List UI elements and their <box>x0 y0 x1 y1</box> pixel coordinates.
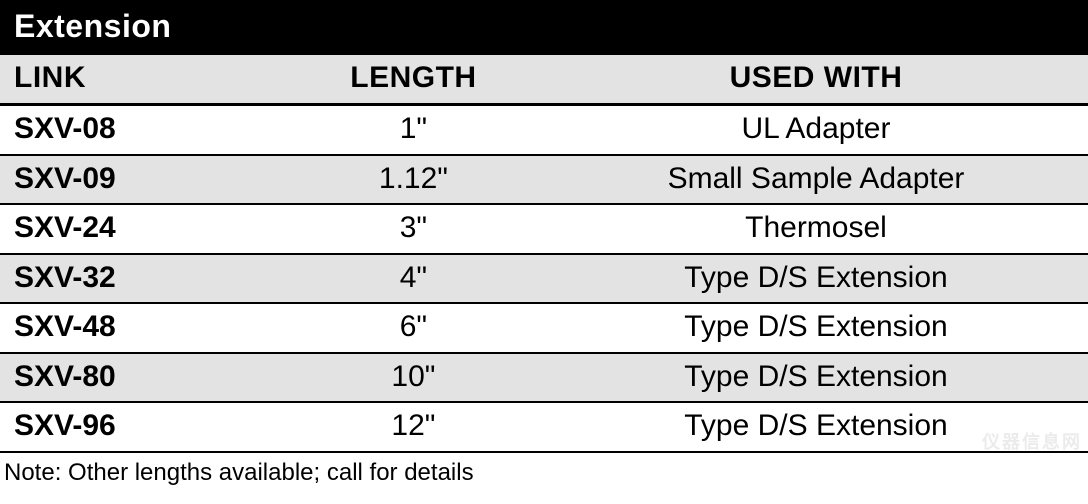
col-header-used-with: USED WITH <box>544 55 1088 105</box>
cell-used-with: Type D/S Extension <box>544 254 1088 304</box>
table-title: Extension <box>0 0 1088 55</box>
cell-link: SXV-08 <box>0 105 283 155</box>
table-row: SXV-24 3" Thermosel <box>0 204 1088 254</box>
col-header-length: LENGTH <box>283 55 544 105</box>
cell-link: SXV-32 <box>0 254 283 304</box>
cell-used-with: Thermosel <box>544 204 1088 254</box>
cell-link: SXV-09 <box>0 155 283 205</box>
extension-table-container: Extension LINK LENGTH USED WITH SXV-08 1… <box>0 0 1088 487</box>
cell-length: 12" <box>283 402 544 452</box>
cell-link: SXV-96 <box>0 402 283 452</box>
cell-length: 4" <box>283 254 544 304</box>
cell-link: SXV-80 <box>0 353 283 403</box>
cell-length: 3" <box>283 204 544 254</box>
table-row: SXV-09 1.12" Small Sample Adapter <box>0 155 1088 205</box>
table-row: SXV-08 1" UL Adapter <box>0 105 1088 155</box>
table-row: SXV-80 10" Type D/S Extension <box>0 353 1088 403</box>
cell-length: 6" <box>283 303 544 353</box>
col-header-link: LINK <box>0 55 283 105</box>
cell-length: 10" <box>283 353 544 403</box>
cell-link: SXV-48 <box>0 303 283 353</box>
extension-table: LINK LENGTH USED WITH SXV-08 1" UL Adapt… <box>0 55 1088 453</box>
header-row: LINK LENGTH USED WITH <box>0 55 1088 105</box>
table-footnote: Note: Other lengths available; call for … <box>0 453 1088 487</box>
cell-length: 1" <box>283 105 544 155</box>
cell-length: 1.12" <box>283 155 544 205</box>
table-row: SXV-32 4" Type D/S Extension <box>0 254 1088 304</box>
cell-used-with: UL Adapter <box>544 105 1088 155</box>
table-row: SXV-48 6" Type D/S Extension <box>0 303 1088 353</box>
table-row: SXV-96 12" Type D/S Extension <box>0 402 1088 452</box>
cell-used-with: Type D/S Extension <box>544 353 1088 403</box>
cell-used-with: Type D/S Extension <box>544 402 1088 452</box>
cell-used-with: Type D/S Extension <box>544 303 1088 353</box>
cell-used-with: Small Sample Adapter <box>544 155 1088 205</box>
cell-link: SXV-24 <box>0 204 283 254</box>
